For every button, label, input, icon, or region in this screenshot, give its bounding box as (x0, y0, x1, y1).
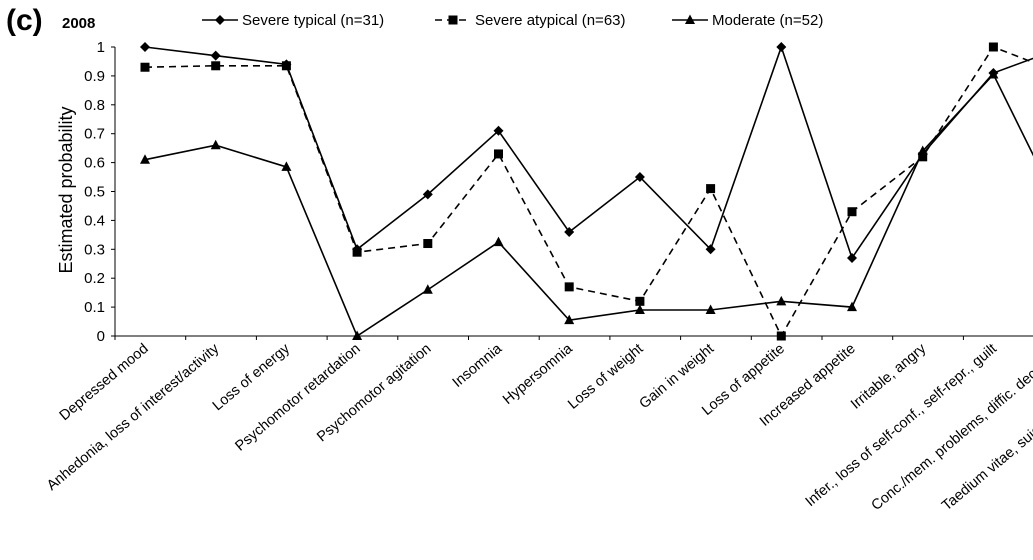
legend-entry: Severe typical (n=31) (202, 12, 384, 29)
diamond-marker (564, 226, 575, 237)
legend: Severe typical (n=31) Severe atypical (n=… (202, 12, 823, 29)
y-tick-label: 0.3 (84, 241, 105, 258)
triangle-marker (634, 304, 645, 314)
square-marker (988, 42, 998, 52)
triangle-marker (847, 301, 857, 312)
triangle-marker (422, 284, 433, 294)
triangle-marker (210, 139, 221, 150)
diamond-marker (705, 244, 716, 255)
square-marker (281, 61, 291, 71)
triangle-marker (140, 154, 150, 164)
triangle-marker (705, 304, 716, 314)
triangle-marker (917, 145, 928, 156)
series-diamond (140, 42, 1033, 263)
legend-label: Moderate (n=52) (712, 12, 823, 29)
triangle-marker (685, 14, 695, 24)
axes: 0 0.1 0.2 0.3 0.4 0.5 0.6 0.7 0.8 0.9 1 (84, 39, 1033, 345)
square-marker (847, 207, 857, 217)
triangle-marker (281, 161, 292, 171)
legend-label: Severe atypical (n=63) (475, 12, 626, 29)
x-tick-label: Insomnia (450, 340, 506, 391)
y-tick-label: 0.4 (84, 212, 105, 229)
x-tick-label: Hypersomnia (500, 340, 576, 408)
diamond-marker (776, 42, 787, 52)
x-tick-label: Psychomotor retardation (232, 341, 363, 455)
y-tick-label: 0.6 (84, 155, 105, 172)
diamond-marker (140, 42, 150, 52)
x-tick-label: Psychomotor agitation (314, 341, 434, 445)
square-marker (140, 62, 150, 72)
x-tick-label: Loss of weight (565, 341, 646, 413)
y-tick-label: 0.7 (84, 126, 105, 143)
series-line (144, 44, 1033, 260)
triangle-marker (493, 236, 504, 247)
series-line (144, 73, 1033, 338)
y-tick-label: 1 (97, 39, 105, 56)
legend-entry: Severe atypical (n=63) (435, 12, 626, 29)
diamond-marker (210, 50, 221, 61)
triangle-marker (564, 314, 575, 325)
triangle-marker (352, 330, 363, 340)
y-tick-label: 0.2 (84, 270, 105, 287)
square-marker (635, 296, 645, 306)
series-triangle (140, 68, 1033, 340)
triangle-marker (776, 295, 787, 306)
square-marker (564, 282, 574, 292)
square-marker (706, 184, 716, 194)
legend-label: Severe typical (n=31) (242, 12, 384, 29)
x-tick-label: Taedium vitae, suicid. thoughts/attempt (939, 341, 1033, 514)
square-marker (211, 61, 221, 71)
y-tick-label: 0.9 (84, 68, 105, 85)
square-marker (423, 239, 433, 249)
panel-label: (c) (6, 4, 43, 37)
series-line (144, 46, 1033, 338)
square-marker (918, 152, 928, 162)
diamond-marker (422, 189, 433, 200)
diamond-marker (634, 172, 645, 183)
y-axis-label: Estimated probability (56, 106, 76, 273)
diamond-marker (493, 125, 504, 136)
legend-entry: Moderate (n=52) (672, 12, 823, 29)
y-tick-label: 0.5 (84, 184, 105, 201)
diamond-marker (847, 252, 857, 263)
series-layer (140, 42, 1033, 341)
series-square (140, 42, 1033, 341)
square-marker (448, 15, 458, 25)
triangle-marker (988, 68, 999, 79)
y-tick-label: 0 (97, 328, 105, 345)
year-label: 2008 (62, 15, 95, 32)
square-marker (494, 149, 503, 159)
y-tick-label: 0.8 (84, 97, 105, 114)
y-tick-label: 0.1 (84, 299, 105, 316)
square-marker (776, 331, 786, 341)
square-marker (352, 247, 362, 257)
diamond-marker (215, 15, 225, 25)
